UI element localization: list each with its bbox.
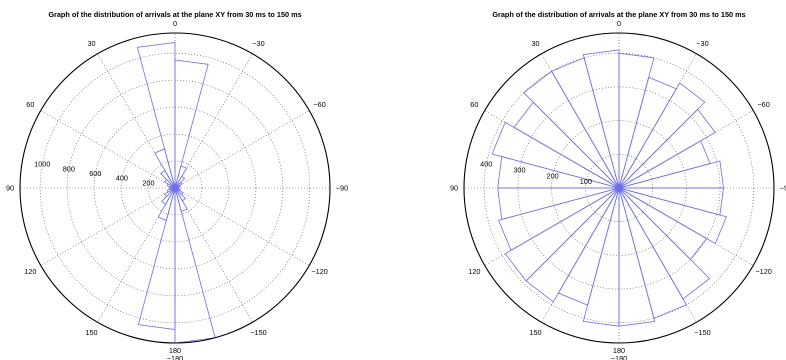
angle-label: 150 bbox=[529, 328, 541, 337]
grid-spoke bbox=[174, 187, 253, 323]
angle-label: −90 bbox=[336, 184, 348, 193]
radial-tick-label: 800 bbox=[63, 164, 75, 173]
angle-label: 30 bbox=[87, 39, 95, 48]
angle-label: −120 bbox=[755, 267, 771, 276]
chart-title: Graph of the distribution of arrivals at… bbox=[492, 10, 745, 19]
histogram-bar bbox=[618, 187, 711, 300]
chart-title: Graph of the distribution of arrivals at… bbox=[48, 10, 301, 19]
angle-label: −180 bbox=[167, 354, 183, 360]
histogram-bar bbox=[618, 187, 656, 327]
angle-label: −30 bbox=[696, 39, 708, 48]
center-point bbox=[617, 186, 621, 190]
histogram-bar bbox=[525, 187, 620, 303]
angle-label: 60 bbox=[470, 100, 478, 109]
angle-label: 180 bbox=[169, 346, 181, 355]
angle-label: −120 bbox=[311, 267, 327, 276]
grid-circle bbox=[483, 52, 755, 324]
angle-label: 90 bbox=[450, 184, 458, 193]
angle-label: −150 bbox=[694, 328, 710, 337]
grid-spoke bbox=[618, 110, 754, 189]
grid-spoke bbox=[174, 53, 253, 189]
angle-label: 150 bbox=[85, 328, 97, 337]
radial-tick-label: 200 bbox=[547, 171, 559, 180]
angle-label: 90 bbox=[6, 184, 14, 193]
histogram-bar bbox=[174, 59, 209, 189]
angle-label: 120 bbox=[468, 267, 480, 276]
radial-tick-label: 400 bbox=[116, 174, 128, 183]
radial-tick-label: 1000 bbox=[34, 160, 50, 169]
histogram-bar bbox=[618, 108, 716, 189]
histogram-bar bbox=[618, 187, 708, 261]
histogram-bar bbox=[137, 187, 176, 330]
histogram-bar bbox=[618, 82, 706, 189]
angle-label: 0 bbox=[617, 19, 621, 28]
grid-spoke bbox=[40, 110, 176, 189]
angle-label: −150 bbox=[250, 328, 266, 337]
angle-label: −60 bbox=[313, 100, 325, 109]
angle-label: 120 bbox=[24, 267, 36, 276]
center-point bbox=[173, 186, 177, 190]
grid-spoke bbox=[97, 187, 176, 323]
angle-label: 180 bbox=[613, 346, 625, 355]
histogram-bar bbox=[582, 187, 620, 327]
angle-label: 60 bbox=[26, 100, 34, 109]
histogram-bar bbox=[523, 70, 620, 189]
grid-spoke bbox=[174, 110, 310, 189]
grid-spoke bbox=[40, 187, 176, 266]
radial-tick-label: 200 bbox=[142, 178, 154, 187]
grid-spoke bbox=[97, 53, 176, 189]
grid-spoke bbox=[174, 187, 310, 266]
grid-circle bbox=[39, 52, 311, 324]
angle-label: −60 bbox=[757, 100, 769, 109]
radial-tick-label: 400 bbox=[480, 160, 492, 169]
grid-spoke bbox=[618, 53, 697, 189]
histogram-bar bbox=[513, 101, 620, 189]
grid-spoke bbox=[618, 187, 754, 266]
histogram-bar bbox=[504, 187, 620, 282]
outer-circle bbox=[463, 32, 775, 344]
angle-label: 30 bbox=[531, 39, 539, 48]
histogram-bar bbox=[174, 187, 216, 344]
histogram-bar bbox=[618, 160, 724, 189]
outer-circle bbox=[19, 32, 331, 344]
angle-label: 0 bbox=[173, 19, 177, 28]
radial-tick-label: 600 bbox=[89, 169, 101, 178]
angle-label: −180 bbox=[611, 354, 627, 360]
angle-label: −90 bbox=[780, 184, 786, 193]
radial-tick-label: 300 bbox=[513, 165, 525, 174]
polar-chart-right: Graph of the distribution of arrivals at… bbox=[450, 10, 786, 360]
polar-chart-left: Graph of the distribution of arrivals at… bbox=[6, 10, 348, 360]
radial-tick-label: 100 bbox=[580, 177, 592, 186]
angle-label: −30 bbox=[252, 39, 264, 48]
